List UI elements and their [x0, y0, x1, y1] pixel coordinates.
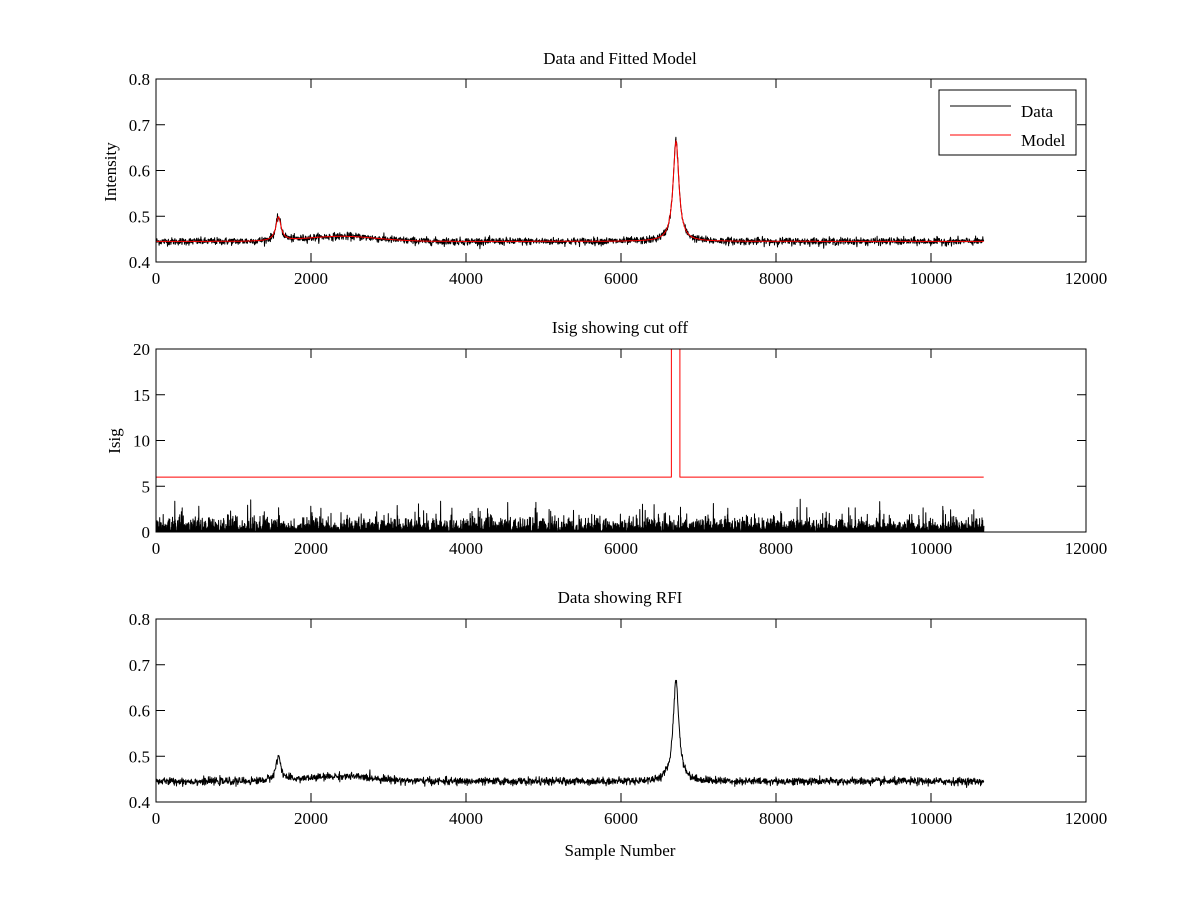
series-group: [156, 349, 985, 532]
legend-box: [938, 89, 1077, 156]
x-tick-label: 6000: [604, 269, 638, 288]
series-line-model: [156, 140, 984, 242]
x-axis-label: Sample Number: [565, 841, 676, 860]
y-tick-label: 0.8: [129, 610, 150, 629]
x-tick-label: 0: [152, 809, 161, 828]
series-line-cutoff: [156, 349, 984, 478]
plot-area: 0 2000 4000 6000 8000 10000 12000 0 5 10 15 20: [133, 340, 1107, 558]
legend-label-model: Model: [1021, 131, 1066, 150]
legend: Data Model: [938, 89, 1077, 156]
y-tick-label: 0.7: [129, 656, 151, 675]
panel-data-showing-rfi: Data showing RFI 0 2000 4000 6000 8000 10000 1…: [129, 588, 1108, 860]
legend-label-data: Data: [1021, 102, 1054, 121]
plot-area: 0 2000 4000 6000 8000 10000 12000 0.4 0.5 0.6 0.7 0…: [129, 70, 1108, 288]
x-tick-label: 12000: [1065, 269, 1108, 288]
x-tick-label: 4000: [449, 809, 483, 828]
x-tick-label: 4000: [449, 539, 483, 558]
y-tick-label: 0.4: [129, 253, 151, 272]
series-line-signal: [156, 498, 985, 532]
y-tick-label: 10: [133, 432, 150, 451]
x-tick-label: 6000: [604, 539, 638, 558]
x-tick-label: 2000: [294, 269, 328, 288]
x-tick-label: 0: [152, 269, 161, 288]
x-tick-label: 10000: [910, 269, 953, 288]
y-tick-label: 5: [142, 477, 151, 496]
y-tick-label: 0.5: [129, 207, 150, 226]
x-tick-label: 2000: [294, 809, 328, 828]
y-tick-label: 0: [142, 523, 151, 542]
y-tick-label: 0.4: [129, 793, 151, 812]
y-tick-label: 20: [133, 340, 150, 359]
chart-title: Data showing RFI: [558, 588, 683, 607]
x-tick-label: 8000: [759, 269, 793, 288]
series-line-signal: [156, 679, 985, 788]
y-axis-label: Isig: [105, 428, 124, 454]
plot-area: 0 2000 4000 6000 8000 10000 12000 0.4 0.5 0.6 0.7 0…: [129, 610, 1108, 828]
x-tick-label: 12000: [1065, 539, 1108, 558]
panel-isig-showing-cut-off: Isig showing cut off Isig 0 2000 4000 6000 8…: [105, 318, 1107, 558]
x-tick-label: 2000: [294, 539, 328, 558]
x-tick-label: 12000: [1065, 809, 1108, 828]
panel-data-and-fitted-model: Data and Fitted Model Intensity 0 2000 400…: [101, 49, 1107, 288]
series-group: [156, 679, 985, 788]
x-tick-label: 0: [152, 539, 161, 558]
y-tick-label: 15: [133, 386, 150, 405]
y-tick-label: 0.5: [129, 747, 150, 766]
series-group: [156, 136, 985, 250]
chart-title: Isig showing cut off: [552, 318, 688, 337]
x-tick-label: 6000: [604, 809, 638, 828]
y-tick-label: 0.6: [129, 162, 150, 181]
x-tick-label: 4000: [449, 269, 483, 288]
y-tick-label: 0.8: [129, 70, 150, 89]
y-tick-label: 0.7: [129, 116, 151, 135]
x-tick-label: 10000: [910, 809, 953, 828]
y-axis-label: Intensity: [101, 142, 120, 202]
x-tick-label: 10000: [910, 539, 953, 558]
x-tick-label: 8000: [759, 539, 793, 558]
y-tick-label: 0.6: [129, 702, 150, 721]
x-tick-label: 8000: [759, 809, 793, 828]
chart-title: Data and Fitted Model: [543, 49, 697, 68]
